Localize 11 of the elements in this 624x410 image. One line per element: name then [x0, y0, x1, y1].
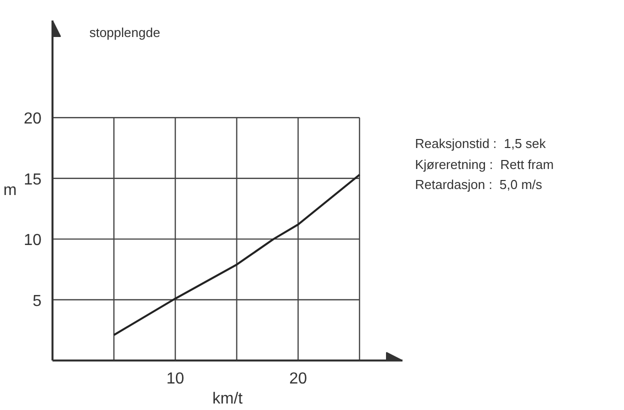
x-axis-title: km/t: [212, 390, 244, 408]
y-tick-label: 20: [24, 110, 42, 128]
line-series: [112, 174, 361, 336]
y-tick-label: 10: [24, 232, 42, 250]
y-tick-label: 5: [32, 292, 42, 310]
text: Kjøreretning : Rett fram: [415, 156, 554, 174]
y-axis-title: m: [3, 182, 17, 199]
text: Reaksjonstid : 1,5 sek: [415, 135, 547, 153]
text: Retardasjon : 5,0 m/s: [415, 176, 544, 194]
chart-title: stopplengde: [89, 25, 160, 40]
y-tick-label: 15: [24, 171, 42, 188]
